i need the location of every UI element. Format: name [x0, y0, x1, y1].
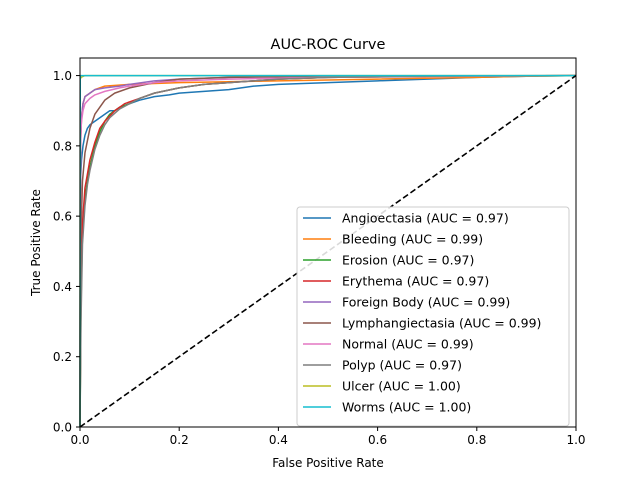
x-axis-label: False Positive Rate — [272, 456, 384, 470]
x-tick-label: 0.6 — [368, 433, 387, 447]
legend-label: Ulcer (AUC = 1.00) — [342, 379, 461, 394]
legend: Angioectasia (AUC = 0.97) Bleeding (AUC =… — [296, 206, 570, 427]
plot-frame — [79, 57, 577, 428]
y-tick-label: 0.8 — [53, 139, 72, 153]
roc-line-0 — [79, 74, 577, 428]
legend-label: Angioectasia (AUC = 0.97) — [342, 211, 509, 226]
chart-title: AUC-ROC Curve — [271, 37, 386, 53]
roc-line-7 — [79, 74, 577, 428]
roc-line-5 — [79, 74, 577, 428]
diagonal-reference-line — [79, 74, 577, 428]
y-tick-label: 0.4 — [53, 280, 72, 294]
legend-label: Bleeding (AUC = 0.99) — [342, 232, 483, 247]
legend-label: Foreign Body (AUC = 0.99) — [342, 295, 510, 310]
x-tick-label: 0.4 — [269, 433, 288, 447]
y-tick-label: 0.6 — [53, 210, 72, 224]
y-tick-label: 1.0 — [53, 69, 72, 83]
x-tick-label: 0.8 — [467, 433, 486, 447]
x-axis-ticks: 0.0 0.2 0.4 0.6 0.8 1.0 — [70, 427, 586, 447]
y-axis-ticks: 0.0 0.2 0.4 0.6 0.8 1.0 — [53, 69, 80, 435]
x-tick-label: 0.0 — [70, 433, 89, 447]
y-tick-label: 0.2 — [53, 350, 72, 364]
legend-label: Worms (AUC = 1.00) — [342, 400, 471, 415]
y-tick-label: 0.0 — [53, 421, 72, 435]
legend-label: Lymphangiectasia (AUC = 0.99) — [342, 316, 541, 331]
legend-label: Erosion (AUC = 0.97) — [342, 253, 474, 268]
legend-label: Erythema (AUC = 0.97) — [342, 274, 489, 289]
roc-line-6 — [79, 74, 577, 428]
y-axis-label: True Positive Rate — [29, 189, 43, 297]
legend-label: Normal (AUC = 0.99) — [342, 337, 474, 352]
legend-label: Polyp (AUC = 0.97) — [342, 358, 462, 373]
legend-box — [296, 206, 570, 427]
x-tick-label: 1.0 — [566, 433, 585, 447]
x-tick-label: 0.2 — [170, 433, 189, 447]
